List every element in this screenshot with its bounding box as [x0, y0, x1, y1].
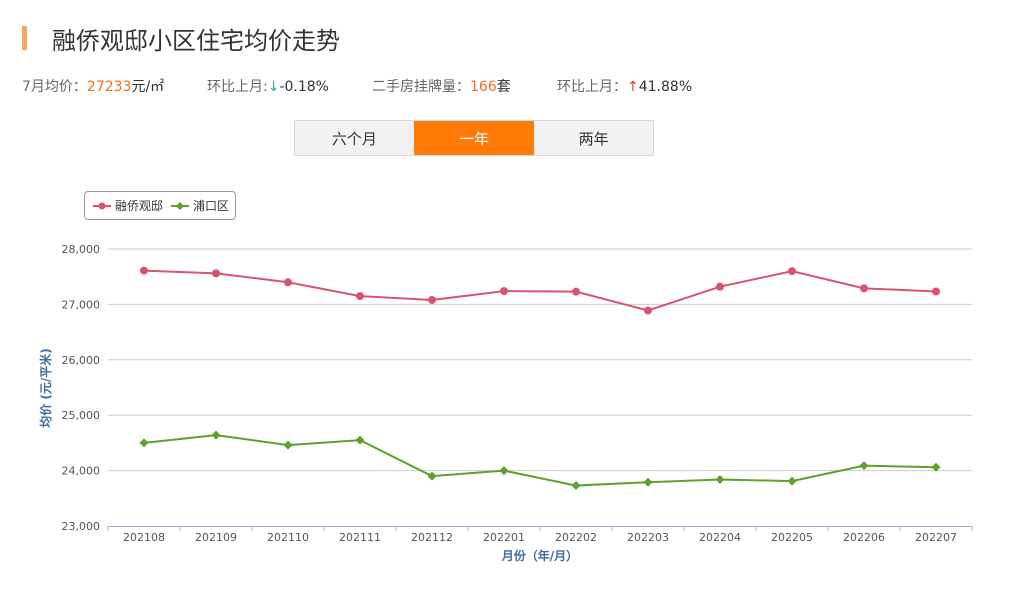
- grid-layer: [108, 248, 972, 472]
- x-tick-label: 202207: [915, 531, 957, 544]
- axis-layer: 23,000 24,000 25,000 26,000 27,000 28,000 2021…: [62, 243, 973, 544]
- data-point: [355, 435, 365, 445]
- data-point: [499, 466, 509, 476]
- x-tick-label: 202112: [411, 531, 453, 544]
- data-point: [283, 440, 293, 450]
- x-tick-label: 202206: [843, 531, 885, 544]
- y-tick-label: 28,000: [62, 243, 101, 256]
- legend-item-district[interactable]: 浦口区: [171, 197, 229, 214]
- x-tick-label: 202109: [195, 531, 237, 544]
- y-tick-label: 25,000: [62, 409, 101, 422]
- data-point: [715, 474, 725, 484]
- x-tick-label: 202204: [699, 531, 741, 544]
- data-point: [716, 282, 724, 291]
- title-accent-bar: [22, 26, 27, 50]
- chart-legend: 融侨观邸 浦口区: [84, 191, 236, 220]
- legend-line-diamond-icon: [171, 201, 190, 210]
- price-mom-label: 环比上月:: [207, 79, 268, 95]
- data-point: [428, 295, 436, 304]
- period-tabs: 六个月 一年 两年: [294, 120, 654, 156]
- data-point: [644, 306, 652, 315]
- avg-price-label: 7月均价：: [22, 79, 87, 95]
- data-point: [860, 284, 868, 293]
- data-point: [211, 430, 221, 440]
- legend-item-community[interactable]: 融侨观邸: [93, 197, 163, 214]
- arrow-down-icon: ↓: [267, 79, 280, 95]
- data-point: [572, 287, 580, 296]
- listing-mom-value: 41.88%: [638, 79, 693, 95]
- tab-two-years[interactable]: 两年: [533, 121, 653, 155]
- listing-mom-stat: 环比上月：↑41.88%: [557, 76, 692, 96]
- data-point: [356, 292, 364, 301]
- x-tick-label: 202108: [123, 531, 165, 544]
- price-mom-stat: 环比上月:↓-0.18%: [207, 76, 329, 96]
- series-layer: [139, 266, 941, 491]
- data-point: [859, 461, 869, 471]
- data-point: [427, 471, 437, 481]
- data-point: [500, 287, 508, 296]
- series-line-1: [143, 434, 937, 487]
- x-tick-label: 202110: [267, 531, 309, 544]
- listing-stat: 二手房挂牌量：166套: [372, 76, 511, 96]
- x-tick-label: 202111: [339, 531, 381, 544]
- x-tick-label: 202203: [627, 531, 669, 544]
- listing-unit: 套: [496, 79, 511, 95]
- arrow-up-icon: ↑: [627, 79, 639, 95]
- listing-mom-label: 环比上月：: [557, 79, 627, 95]
- listing-label: 二手房挂牌量：: [372, 79, 470, 95]
- x-tick-label: 202201: [483, 531, 525, 544]
- y-tick-label: 27,000: [62, 298, 101, 311]
- tab-six-months[interactable]: 六个月: [331, 129, 377, 148]
- legend-label-community: 融侨观邸: [115, 199, 164, 213]
- x-tick-label: 202205: [771, 531, 813, 544]
- price-mom-value: -0.18%: [279, 79, 329, 95]
- data-point: [284, 278, 292, 287]
- y-tick-label: 23,000: [62, 520, 101, 533]
- avg-price-stat: 7月均价：27233元/㎡: [22, 76, 164, 96]
- page-title: 融侨观邸小区住宅均价走势: [52, 27, 340, 55]
- tab-one-year[interactable]: 一年: [413, 121, 534, 155]
- data-point: [571, 481, 581, 491]
- series-line-0: [143, 269, 937, 312]
- data-point: [932, 287, 940, 296]
- x-axis-label: 月份（年/月）: [501, 548, 578, 563]
- avg-price-value: 27233: [86, 79, 132, 95]
- data-point: [139, 438, 149, 448]
- data-point: [212, 269, 220, 278]
- data-point: [931, 462, 941, 472]
- data-point: [140, 266, 148, 275]
- legend-label-district: 浦口区: [193, 199, 230, 213]
- legend-line-circle-icon: [93, 202, 111, 209]
- y-axis-label: 均价 (元/平米): [38, 348, 53, 428]
- y-tick-label: 26,000: [62, 354, 101, 367]
- data-point: [788, 267, 796, 276]
- data-point: [787, 476, 797, 486]
- avg-price-unit: 元/㎡: [131, 79, 165, 95]
- listing-value: 166: [470, 79, 497, 95]
- y-tick-label: 24,000: [62, 465, 101, 478]
- data-point: [643, 477, 653, 487]
- x-tick-label: 202202: [555, 531, 597, 544]
